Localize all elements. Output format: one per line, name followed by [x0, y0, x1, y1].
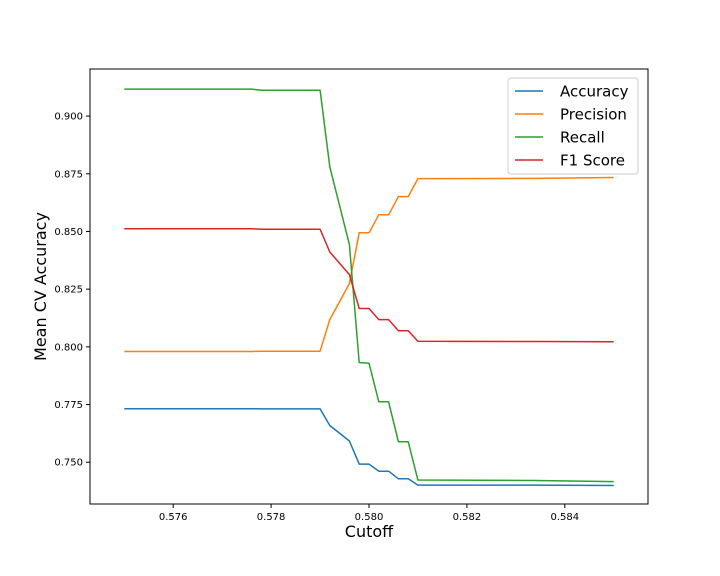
x-tick-label: 0.578 [257, 512, 286, 523]
series-lines [124, 88, 614, 487]
y-tick-label: 0.800 [54, 342, 83, 353]
legend-label-precision: Precision [560, 106, 627, 124]
y-tick-label: 0.850 [54, 227, 83, 238]
x-axis-ticks: 0.576 0.578 0.580 0.582 0.584 [159, 504, 579, 523]
legend: Accuracy Precision Recall F1 Score [507, 77, 639, 175]
series-line-recall [124, 88, 614, 483]
legend-label-recall: Recall [560, 129, 605, 147]
y-axis-label: Mean CV Accuracy [31, 212, 50, 361]
series-line-f1-score [124, 227, 614, 343]
y-tick-label: 0.825 [54, 285, 83, 296]
series-line-accuracy [124, 407, 614, 487]
x-tick-label: 0.584 [550, 512, 579, 523]
plot-area-frame [89, 68, 649, 505]
legend-label-f1-score: F1 Score [560, 152, 625, 170]
y-tick-label: 0.750 [54, 458, 83, 469]
y-tick-label: 0.900 [54, 112, 83, 123]
x-axis-label: Cutoff [345, 522, 394, 541]
legend-label-accuracy: Accuracy [560, 83, 629, 101]
series-line-precision [124, 176, 614, 353]
y-tick-label: 0.875 [54, 169, 83, 180]
legend-frame [507, 77, 639, 175]
y-axis-ticks: 0.750 0.775 0.800 0.825 0.850 0.875 0.900 [54, 112, 90, 469]
x-tick-label: 0.576 [159, 512, 188, 523]
x-tick-label: 0.582 [453, 512, 482, 523]
y-tick-label: 0.775 [54, 400, 83, 411]
x-tick-label: 0.580 [355, 512, 384, 523]
